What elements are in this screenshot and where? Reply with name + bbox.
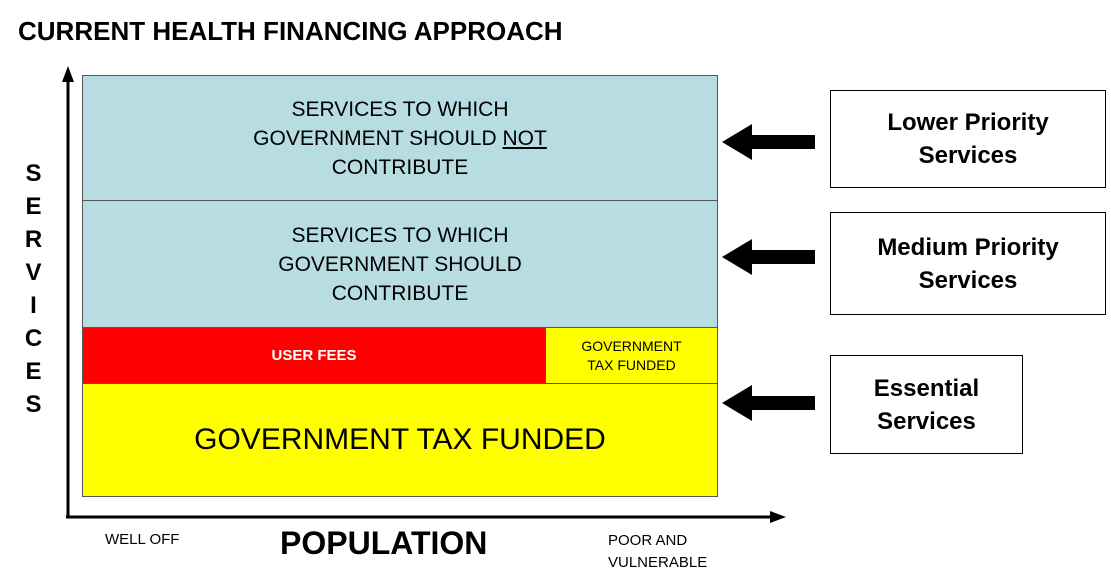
arrow <box>722 385 815 421</box>
priority-box: Medium Priority Services <box>830 212 1106 315</box>
block-line: GOVERNMENT SHOULD NOT <box>253 124 547 153</box>
y-arrowhead <box>62 66 74 82</box>
block-line: SERVICES TO WHICH <box>291 97 509 121</box>
priority-line: Medium Priority <box>877 233 1059 261</box>
y-axis-label: SERVICES <box>20 160 47 424</box>
block-user-fees: USER FEES <box>82 327 546 384</box>
block-line: GOVERNMENT <box>581 337 682 354</box>
x-left-label: WELL OFF <box>105 531 180 548</box>
priority-line: Services <box>918 142 1018 169</box>
priority-line: Essential <box>873 374 980 402</box>
block-text: GOVERNMENT SHOULD <box>253 126 497 150</box>
block-line: CONTRIBUTE <box>331 155 469 179</box>
block-line: TAX FUNDED <box>587 356 676 373</box>
arrow <box>722 239 815 275</box>
priority-line: Services <box>918 266 1018 294</box>
block-small-tax: GOVERNMENT TAX FUNDED <box>545 327 718 384</box>
block-line: USER FEES <box>271 347 357 364</box>
arrow <box>722 124 815 160</box>
underlined-text: NOT <box>502 126 547 150</box>
block-not-contribute: SERVICES TO WHICH GOVERNMENT SHOULD NOT … <box>82 75 718 201</box>
block-line: GOVERNMENT SHOULD <box>278 252 522 276</box>
label-line: POOR AND <box>608 532 688 549</box>
block-line: CONTRIBUTE <box>331 281 469 305</box>
priority-line: Lower Priority <box>887 109 1049 136</box>
pointer-arrows <box>722 124 815 421</box>
block-line: GOVERNMENT TAX FUNDED <box>194 423 606 456</box>
label-line: VULNERABLE <box>608 554 708 571</box>
x-arrowhead <box>770 511 786 523</box>
block-tax-funded: GOVERNMENT TAX FUNDED <box>82 383 718 497</box>
priority-box: Lower Priority Services <box>830 90 1106 188</box>
x-right-label: POOR AND VULNERABLE <box>608 530 707 574</box>
priority-box: Essential Services <box>830 355 1023 454</box>
block-contribute: SERVICES TO WHICH GOVERNMENT SHOULD CONT… <box>82 200 718 328</box>
title: CURRENT HEALTH FINANCING APPROACH <box>18 16 563 46</box>
priority-line: Services <box>877 407 976 435</box>
block-line: SERVICES TO WHICH <box>291 223 509 247</box>
x-axis-label: POPULATION <box>280 525 488 561</box>
